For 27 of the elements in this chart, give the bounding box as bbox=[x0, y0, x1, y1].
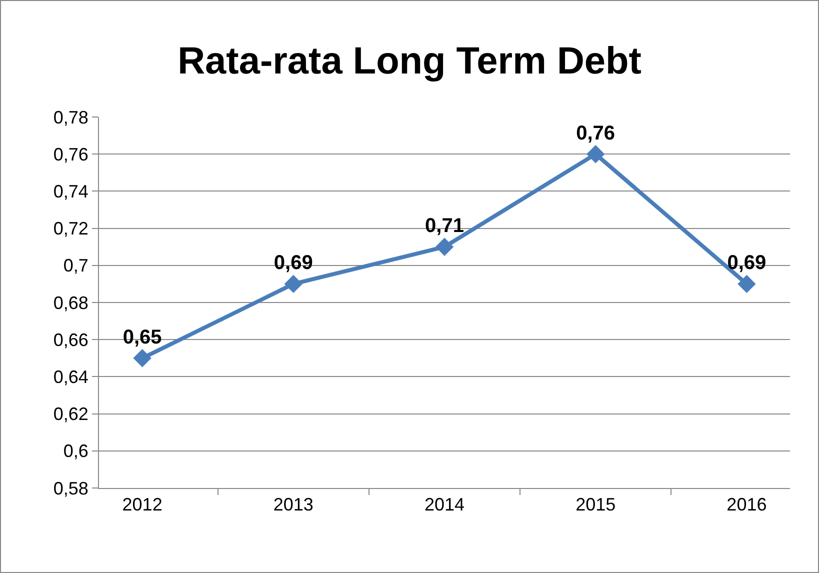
chart-title: Rata-rata Long Term Debt bbox=[178, 40, 642, 82]
point bbox=[586, 145, 605, 164]
y-tick-label: 0,78 bbox=[53, 107, 88, 128]
y-tick-label: 0,66 bbox=[53, 330, 88, 350]
y-tick-label: 0,68 bbox=[53, 292, 88, 313]
data-label: 0,76 bbox=[576, 122, 616, 144]
y-tick-label: 0,58 bbox=[53, 478, 88, 498]
x-tick-label: 2016 bbox=[726, 494, 767, 515]
y-tick-label: 0,62 bbox=[53, 404, 88, 424]
y-tick-label: 0,74 bbox=[53, 182, 88, 202]
y-tick-label: 0,64 bbox=[53, 367, 88, 387]
data-label: 0,71 bbox=[425, 215, 464, 238]
y-tick-label: 0,72 bbox=[53, 218, 88, 239]
y-tick-label: 0,6 bbox=[63, 441, 88, 462]
y-tick-label: 0,7 bbox=[63, 256, 88, 276]
point bbox=[133, 349, 152, 368]
y-tick-label: 0,76 bbox=[53, 144, 88, 164]
point bbox=[435, 238, 454, 256]
point bbox=[738, 274, 756, 294]
data-label: 0,65 bbox=[122, 326, 162, 348]
data-label: 0,69 bbox=[727, 252, 766, 274]
x-tick-label: 2012 bbox=[122, 494, 162, 515]
data-label: 0,69 bbox=[274, 252, 313, 274]
x-tick-label: 2014 bbox=[424, 494, 465, 515]
x-tick-label: 2015 bbox=[576, 494, 616, 515]
point bbox=[284, 274, 302, 294]
x-tick-label: 2013 bbox=[273, 494, 314, 515]
